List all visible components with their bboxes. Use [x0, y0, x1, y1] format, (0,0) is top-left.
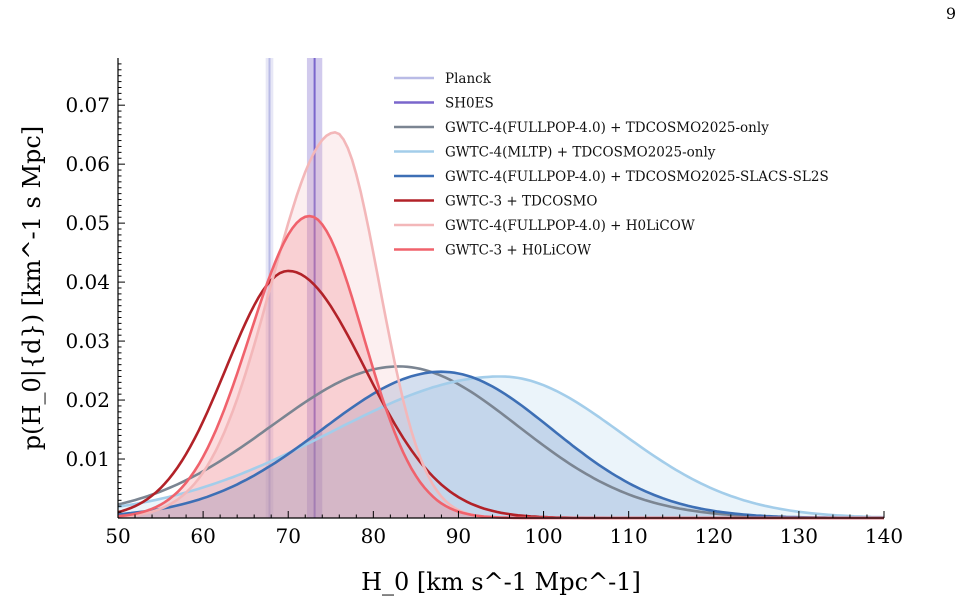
legend-label: GWTC-4(FULLPOP-4.0) + H0LiCOW	[445, 218, 695, 234]
y-tick-label: 0.05	[65, 211, 110, 235]
legend-label: Planck	[445, 71, 492, 87]
x-tick-label: 120	[695, 524, 733, 548]
series-fill-1	[118, 376, 884, 518]
axis-titles: H_0 [km s^-1 Mpc^-1] p(H_0|{d}) [km^-1 s …	[18, 126, 641, 596]
legend-label: GWTC-4(MLTP) + TDCOSMO2025-only	[445, 145, 716, 161]
y-tick-label: 0.03	[65, 329, 110, 353]
x-tick-label: 90	[446, 524, 471, 548]
legend-label: GWTC-3 + TDCOSMO	[445, 194, 597, 210]
y-tick-label: 0.07	[65, 93, 110, 117]
y-tick-label: 0.02	[65, 388, 110, 412]
x-tick-label: 140	[865, 524, 903, 548]
y-tick-label: 0.06	[65, 152, 110, 176]
x-tick-label: 110	[610, 524, 648, 548]
y-tick-label: 0.04	[65, 270, 110, 294]
x-tick-label: 130	[780, 524, 818, 548]
series-line-1	[117, 375, 885, 519]
legend: Planck SH0ES GWTC-4(FULLPOP-4.0) + TDCOSMO…	[394, 71, 829, 259]
axes	[117, 58, 885, 519]
legend-label: SH0ES	[445, 96, 494, 112]
x-tick-label: 70	[275, 524, 300, 548]
page-number: 9	[945, 4, 956, 23]
series-fills	[118, 132, 884, 519]
series-line-2	[117, 370, 885, 520]
y-axis-title: p(H_0|{d}) [km^-1 s Mpc]	[18, 126, 47, 450]
x-axis-title: H_0 [km s^-1 Mpc^-1]	[361, 568, 641, 596]
x-tick-label: 50	[105, 524, 130, 548]
series-fill-2	[118, 371, 884, 518]
legend-label: GWTC-4(FULLPOP-4.0) + TDCOSMO2025-only	[445, 120, 769, 136]
legend-label: GWTC-4(FULLPOP-4.0) + TDCOSMO2025-SLACS-…	[445, 169, 829, 185]
x-tick-label: 60	[190, 524, 215, 548]
legend-label: GWTC-3 + H0LiCOW	[445, 243, 591, 259]
tick-labels: 50 60 70 80 90 100 110 120 130 140 0.01 0.02 0.03 0.0…	[65, 93, 903, 548]
x-tick-label: 80	[361, 524, 386, 548]
y-tick-label: 0.01	[65, 447, 110, 471]
x-tick-label: 100	[524, 524, 562, 548]
series-fill-4	[118, 132, 884, 519]
